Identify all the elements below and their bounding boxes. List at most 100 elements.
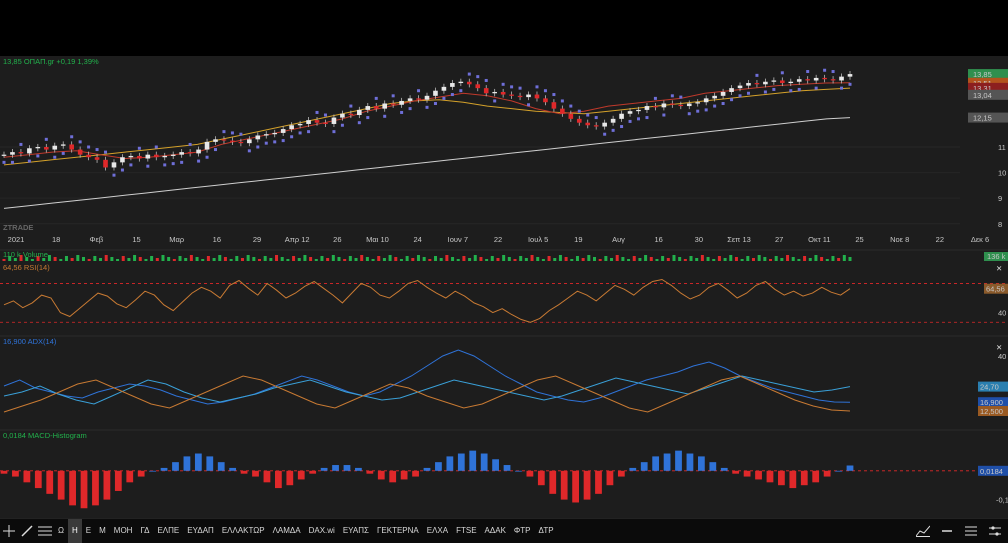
candle[interactable] bbox=[484, 88, 489, 93]
candle[interactable] bbox=[179, 152, 184, 155]
candle[interactable] bbox=[729, 88, 734, 92]
menu-lines-icon[interactable] bbox=[36, 519, 54, 543]
candle[interactable] bbox=[52, 146, 57, 150]
candle[interactable] bbox=[205, 142, 210, 150]
candle[interactable] bbox=[712, 96, 717, 99]
candle[interactable] bbox=[264, 134, 269, 135]
candle[interactable] bbox=[120, 157, 125, 162]
candle[interactable] bbox=[763, 82, 768, 85]
candle[interactable] bbox=[577, 119, 582, 123]
candle[interactable] bbox=[349, 114, 354, 115]
candle[interactable] bbox=[569, 114, 574, 119]
candle[interactable] bbox=[188, 152, 193, 153]
draw-line-icon[interactable] bbox=[18, 519, 36, 543]
candle[interactable] bbox=[475, 84, 480, 88]
rsi-line[interactable] bbox=[4, 280, 850, 323]
close-icon[interactable]: ✕ bbox=[996, 343, 1002, 352]
candle[interactable] bbox=[281, 129, 286, 133]
candle[interactable] bbox=[171, 155, 176, 156]
symbol-button[interactable]: ΕΛΧΑ bbox=[423, 519, 452, 543]
period-button-week[interactable]: Ε bbox=[82, 519, 95, 543]
symbol-button[interactable]: ΛΑΜΔΑ bbox=[269, 519, 305, 543]
candle[interactable] bbox=[678, 105, 683, 106]
candle[interactable] bbox=[526, 95, 531, 98]
candle[interactable] bbox=[848, 74, 853, 77]
adx-series-line[interactable] bbox=[4, 376, 850, 404]
candle[interactable] bbox=[86, 155, 91, 158]
candle[interactable] bbox=[357, 110, 362, 115]
candle[interactable] bbox=[298, 124, 303, 125]
candle[interactable] bbox=[831, 79, 836, 80]
candle[interactable] bbox=[374, 106, 379, 109]
adx-series-line[interactable] bbox=[4, 376, 850, 412]
candle[interactable] bbox=[552, 102, 557, 108]
candle[interactable] bbox=[518, 96, 523, 97]
candle[interactable] bbox=[365, 106, 370, 110]
candle[interactable] bbox=[323, 123, 328, 124]
candle[interactable] bbox=[459, 82, 464, 83]
candle[interactable] bbox=[255, 135, 260, 139]
candle[interactable] bbox=[670, 104, 675, 105]
candle[interactable] bbox=[755, 83, 760, 84]
candle[interactable] bbox=[788, 82, 793, 83]
settings-sliders-icon[interactable] bbox=[986, 519, 1004, 543]
candle[interactable] bbox=[222, 139, 227, 140]
candle[interactable] bbox=[137, 156, 142, 159]
candle[interactable] bbox=[247, 139, 252, 143]
candle[interactable] bbox=[306, 120, 311, 124]
candle[interactable] bbox=[822, 78, 827, 79]
candle[interactable] bbox=[129, 156, 134, 157]
candle[interactable] bbox=[662, 104, 667, 108]
candle[interactable] bbox=[239, 142, 244, 143]
chart-type-icon[interactable] bbox=[914, 519, 932, 543]
candle[interactable] bbox=[162, 156, 167, 157]
candle[interactable] bbox=[805, 79, 810, 80]
candle[interactable] bbox=[416, 98, 421, 99]
candle[interactable] bbox=[103, 160, 108, 168]
candle[interactable] bbox=[382, 104, 387, 109]
minus-icon[interactable] bbox=[938, 519, 956, 543]
candle[interactable] bbox=[154, 155, 159, 158]
symbol-button[interactable]: ΓΕΚΤΕΡΝΑ bbox=[373, 519, 423, 543]
candle[interactable] bbox=[653, 106, 658, 107]
symbol-button[interactable]: ΕΥΑΠΣ bbox=[339, 519, 373, 543]
candle[interactable] bbox=[611, 119, 616, 123]
candle[interactable] bbox=[61, 144, 66, 145]
candle[interactable] bbox=[543, 98, 548, 102]
symbol-button[interactable]: ΜΟΗ bbox=[110, 519, 137, 543]
candle[interactable] bbox=[315, 120, 320, 123]
candle[interactable] bbox=[772, 80, 777, 81]
candle[interactable] bbox=[509, 95, 514, 96]
candle[interactable] bbox=[594, 125, 599, 126]
candle[interactable] bbox=[721, 92, 726, 96]
candle[interactable] bbox=[10, 152, 15, 155]
symbol-button[interactable]: ΦΤΡ bbox=[510, 519, 535, 543]
candle[interactable] bbox=[332, 118, 337, 124]
candle[interactable] bbox=[619, 114, 624, 119]
candle[interactable] bbox=[78, 150, 83, 155]
candle[interactable] bbox=[230, 141, 235, 142]
symbol-button[interactable]: ΓΔ bbox=[136, 519, 153, 543]
symbol-button[interactable]: ΕΛΠΕ bbox=[153, 519, 183, 543]
candle[interactable] bbox=[780, 80, 785, 83]
candle[interactable] bbox=[560, 109, 565, 114]
candle[interactable] bbox=[196, 150, 201, 154]
candle[interactable] bbox=[602, 123, 607, 127]
list-icon[interactable] bbox=[962, 519, 980, 543]
symbol-button[interactable]: DAX.wi bbox=[305, 519, 339, 543]
candle[interactable] bbox=[289, 125, 294, 129]
period-button-month[interactable]: Μ bbox=[95, 519, 110, 543]
candle[interactable] bbox=[425, 96, 430, 100]
candle[interactable] bbox=[492, 92, 497, 93]
period-button-active[interactable]: Η bbox=[68, 519, 82, 543]
candle[interactable] bbox=[645, 106, 650, 110]
candle[interactable] bbox=[704, 98, 709, 102]
period-button-day[interactable]: Ω bbox=[54, 519, 68, 543]
macd-pane[interactable]: -0,10,0184 bbox=[0, 451, 1008, 509]
candle[interactable] bbox=[36, 147, 41, 148]
